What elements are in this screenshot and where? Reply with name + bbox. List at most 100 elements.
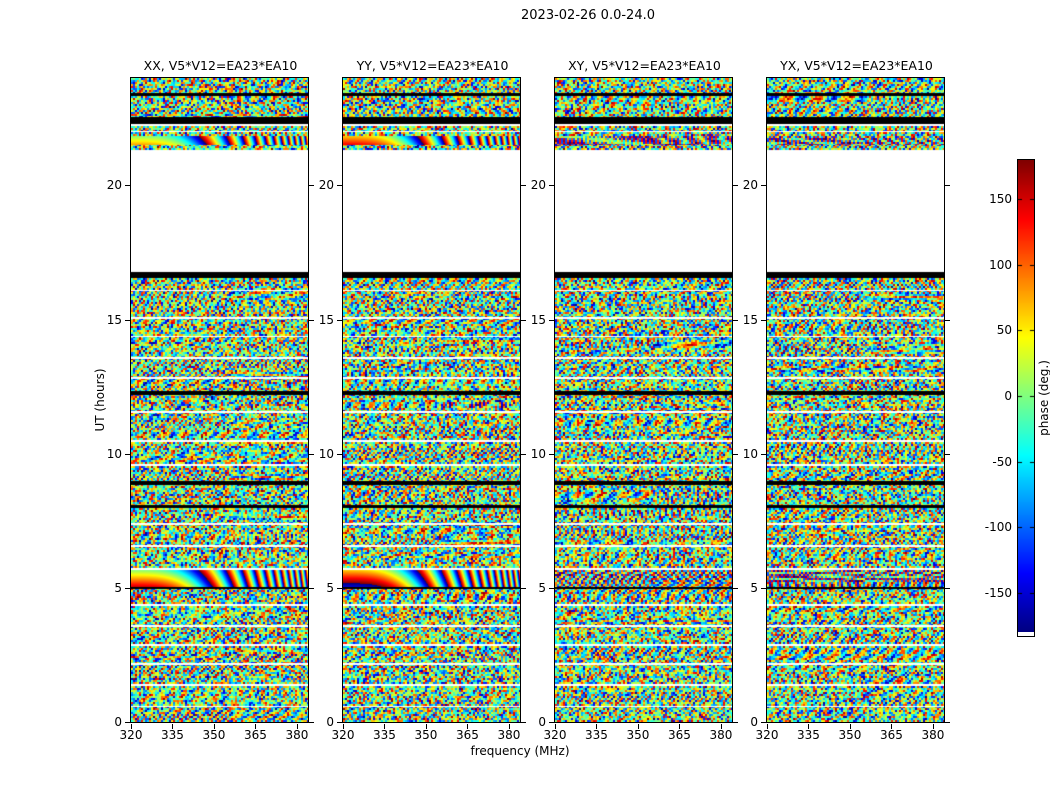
panel-title-xy: XY, V5*V12=EA23*EA10 (568, 58, 721, 73)
y-tick-mark (125, 722, 130, 723)
x-tick-mark (720, 724, 722, 729)
y-axis-label: UT (hours) (93, 368, 107, 432)
x-tick-label: 320 (755, 728, 779, 742)
colorbar-tick-label: 150 (989, 192, 1012, 207)
x-tick-mark (213, 724, 215, 729)
x-tick-label: 320 (119, 728, 143, 742)
x-tick-label: 365 (880, 728, 903, 742)
y-tick-label: 10 (106, 446, 122, 461)
y-tick-mark (733, 722, 738, 723)
x-tick-mark (596, 724, 598, 729)
y-tick-label: 10 (318, 446, 334, 461)
colorbar-label: phase (deg.) (1037, 360, 1050, 436)
y-tick-mark (337, 319, 342, 321)
y-tick-label: 10 (742, 446, 758, 461)
y-tick-mark (733, 319, 738, 321)
x-tick-label: 320 (543, 728, 567, 742)
y-tick-label: 20 (742, 178, 758, 193)
x-tick-mark (891, 724, 893, 729)
x-tick-mark (343, 724, 344, 729)
x-tick-mark (555, 724, 556, 729)
x-tick-label: 380 (709, 728, 733, 742)
y-tick-label: 5 (326, 580, 334, 595)
y-tick-label: 0 (326, 715, 334, 729)
colorbar-tick-label: 0 (1004, 389, 1012, 403)
panel-yx (766, 77, 945, 723)
x-tick-mark (932, 724, 934, 729)
x-tick-mark (172, 724, 174, 729)
x-tick-label: 365 (244, 728, 267, 742)
y-tick-label: 15 (530, 312, 546, 327)
y-tick-mark (337, 185, 342, 187)
y-tick-mark (125, 587, 130, 589)
y-tick-mark (945, 453, 950, 455)
x-tick-label: 335 (373, 728, 396, 742)
x-tick-label: 320 (331, 728, 355, 742)
panel-title-yx: YX, V5*V12=EA23*EA10 (780, 58, 933, 73)
y-tick-mark (761, 453, 766, 455)
y-tick-mark (549, 319, 554, 321)
y-tick-label: 0 (538, 715, 546, 729)
heatmap-yx (767, 78, 944, 722)
y-tick-mark (549, 587, 554, 589)
y-tick-label: 20 (318, 178, 334, 193)
x-tick-mark (296, 724, 298, 729)
x-tick-label: 350 (414, 728, 438, 742)
x-tick-mark (467, 724, 469, 729)
colorbar-tick-label: -150 (984, 585, 1012, 600)
x-tick-label: 350 (626, 728, 650, 742)
x-tick-mark (849, 724, 851, 729)
y-tick-mark (125, 453, 130, 455)
y-tick-label: 15 (742, 312, 758, 327)
figure-title: 2023-02-26 0.0-24.0 (521, 8, 655, 23)
y-tick-mark (337, 453, 342, 455)
y-tick-mark (761, 319, 766, 321)
x-tick-mark (425, 724, 427, 729)
x-tick-label: 380 (921, 728, 945, 742)
x-tick-label: 350 (838, 728, 862, 742)
y-tick-mark (945, 319, 950, 321)
colorbar-tick-label: -100 (984, 520, 1012, 535)
panel-xx (130, 77, 309, 723)
y-tick-mark (733, 587, 738, 589)
y-tick-label: 5 (750, 580, 758, 595)
x-tick-label: 335 (797, 728, 820, 742)
x-tick-mark (767, 724, 768, 729)
x-tick-mark (384, 724, 386, 729)
y-tick-label: 15 (318, 312, 334, 327)
y-tick-label: 15 (106, 312, 122, 327)
x-tick-label: 335 (585, 728, 608, 742)
y-tick-mark (337, 587, 342, 589)
heatmap-xy (555, 78, 732, 722)
y-tick-mark (337, 722, 342, 723)
y-tick-mark (761, 587, 766, 589)
x-tick-label: 380 (285, 728, 309, 742)
x-tick-label: 335 (161, 728, 184, 742)
y-tick-label: 20 (530, 178, 546, 193)
y-tick-mark (521, 453, 526, 455)
y-tick-mark (521, 722, 526, 723)
y-tick-mark (125, 319, 130, 321)
y-tick-label: 5 (114, 580, 122, 595)
colorbar-tick-label: -50 (992, 454, 1012, 469)
panel-title-yy: YY, V5*V12=EA23*EA10 (356, 58, 509, 73)
x-tick-mark (679, 724, 681, 729)
colorbar-gradient (1018, 160, 1034, 632)
y-tick-mark (549, 185, 554, 187)
y-tick-mark (549, 722, 554, 723)
y-tick-mark (761, 722, 766, 723)
colorbar-tick-label: 100 (989, 257, 1012, 272)
y-tick-mark (945, 587, 950, 589)
colorbar (1017, 159, 1035, 637)
panel-xy (554, 77, 733, 723)
y-tick-label: 10 (530, 446, 546, 461)
y-tick-label: 5 (538, 580, 546, 595)
y-tick-mark (521, 587, 526, 589)
heatmap-yy (343, 78, 520, 722)
y-tick-mark (945, 185, 950, 187)
y-tick-mark (309, 319, 314, 321)
y-tick-mark (733, 185, 738, 187)
y-tick-mark (761, 185, 766, 187)
x-tick-label: 365 (668, 728, 691, 742)
